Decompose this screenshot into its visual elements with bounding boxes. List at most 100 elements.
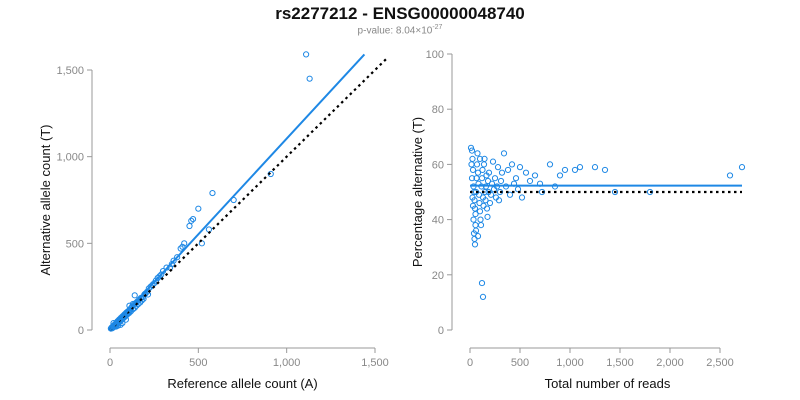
- right-data-point: [498, 169, 506, 176]
- right-data-point: [468, 147, 476, 154]
- right-data-point: [473, 161, 481, 168]
- right-data-point: [480, 202, 487, 209]
- left-data-point: [188, 217, 195, 224]
- right-data-point: [487, 191, 495, 198]
- right-x-tick-label: 0: [467, 357, 473, 369]
- right-data-point: [489, 158, 497, 165]
- left-data-point: [179, 243, 186, 250]
- right-x-axis-title: Total number of reads: [545, 376, 671, 391]
- allele-count-scatter-panel: 0 500 1,000 1,500 0 500 1,000 1,500 Reference al…: [38, 51, 389, 391]
- right-data-point: [478, 175, 486, 182]
- right-data-point: [474, 233, 482, 240]
- left-data-point: [189, 215, 197, 223]
- right-data-point: [522, 169, 530, 176]
- right-x-tick-label: 1,500: [606, 357, 634, 369]
- right-data-point: [531, 172, 539, 179]
- left-data-point: [158, 271, 165, 278]
- left-y-tick-label: 1,500: [56, 65, 84, 77]
- chart-subtitle: p-value: 8.04×10-27: [0, 24, 800, 36]
- right-data-point: [472, 227, 480, 234]
- left-reference-line: [109, 57, 389, 331]
- right-data-point: [479, 293, 487, 300]
- left-data-point: [119, 319, 126, 327]
- right-y-tick-label: 100: [426, 49, 444, 61]
- right-data-point: [485, 169, 493, 176]
- right-data-point: [516, 164, 524, 171]
- right-data-point: [571, 166, 579, 174]
- right-data-point: [561, 166, 569, 174]
- left-data-point: [186, 222, 193, 230]
- right-data-point: [538, 188, 546, 196]
- left-data-point: [205, 226, 213, 233]
- left-data-point: [306, 75, 313, 82]
- left-data-point: [168, 261, 175, 268]
- left-y-axis-title: Alternative allele count (T): [38, 124, 53, 275]
- right-x-tick-label: 2,000: [656, 357, 684, 369]
- right-data-point: [591, 164, 599, 171]
- right-data-point: [479, 166, 486, 174]
- left-data-point: [177, 245, 184, 252]
- left-y-tick-label: 500: [66, 238, 84, 250]
- left-y-tick-label: 1,000: [56, 152, 84, 164]
- right-data-point: [468, 175, 476, 182]
- left-data-point: [138, 297, 145, 304]
- left-data-point: [170, 257, 177, 264]
- right-data-point: [726, 172, 734, 179]
- left-data-point: [156, 273, 163, 280]
- left-x-axis-title: Reference allele count (A): [167, 376, 317, 391]
- right-data-point: [494, 164, 502, 171]
- right-data-point: [470, 216, 477, 223]
- right-data-point: [512, 175, 520, 182]
- left-data-point: [209, 189, 216, 197]
- left-data-point: [303, 51, 310, 58]
- left-fit-line: [109, 53, 366, 331]
- left-data-point: [154, 274, 161, 282]
- right-x-tick-label: 1,000: [556, 357, 584, 369]
- left-x-tick-label: 1,500: [361, 357, 389, 369]
- right-data-point: [481, 155, 488, 162]
- chart-title: rs2277212 - ENSG00000048740: [275, 4, 525, 23]
- right-data-point: [478, 279, 486, 287]
- left-data-point: [122, 316, 130, 323]
- right-data-point: [474, 150, 481, 157]
- right-data-point: [495, 197, 503, 204]
- left-x-tick-label: 500: [189, 357, 207, 369]
- right-data-point: [611, 188, 619, 196]
- right-data-point: [469, 155, 476, 162]
- right-data-point: [546, 161, 554, 168]
- right-data-point: [504, 166, 512, 174]
- left-data-point: [117, 321, 124, 328]
- right-data-point: [486, 199, 494, 207]
- right-data-point: [556, 172, 564, 179]
- right-data-point: [496, 188, 504, 196]
- right-y-axis-title: Percentage alternative (T): [410, 117, 425, 267]
- left-x-tick-label: 1,000: [273, 357, 301, 369]
- left-data-point: [195, 205, 202, 212]
- right-data-point: [471, 241, 479, 248]
- right-data-point: [476, 155, 484, 162]
- left-data-point: [131, 292, 138, 299]
- right-x-tick-label: 2,500: [706, 357, 734, 369]
- right-data-point: [738, 164, 746, 171]
- right-data-point: [477, 216, 484, 223]
- right-y-tick-label: 60: [432, 159, 444, 171]
- right-data-point: [476, 208, 484, 215]
- right-data-point: [497, 177, 505, 185]
- right-data-point: [506, 191, 514, 198]
- right-data-point: [508, 161, 516, 168]
- right-data-point: [477, 222, 485, 229]
- p-value-text: p-value: 8.04×10: [357, 25, 433, 37]
- right-data-point: [472, 210, 479, 218]
- right-data-point: [474, 169, 482, 176]
- right-y-tick-label: 20: [432, 270, 444, 282]
- left-x-tick-label: 0: [107, 357, 113, 369]
- right-data-point: [467, 144, 475, 151]
- right-data-point: [646, 188, 654, 196]
- right-data-point: [518, 194, 526, 201]
- right-data-point: [482, 197, 489, 204]
- right-data-point: [483, 205, 491, 212]
- right-data-point: [601, 166, 609, 174]
- right-x-tick-label: 500: [511, 357, 529, 369]
- right-y-tick-label: 80: [432, 104, 444, 116]
